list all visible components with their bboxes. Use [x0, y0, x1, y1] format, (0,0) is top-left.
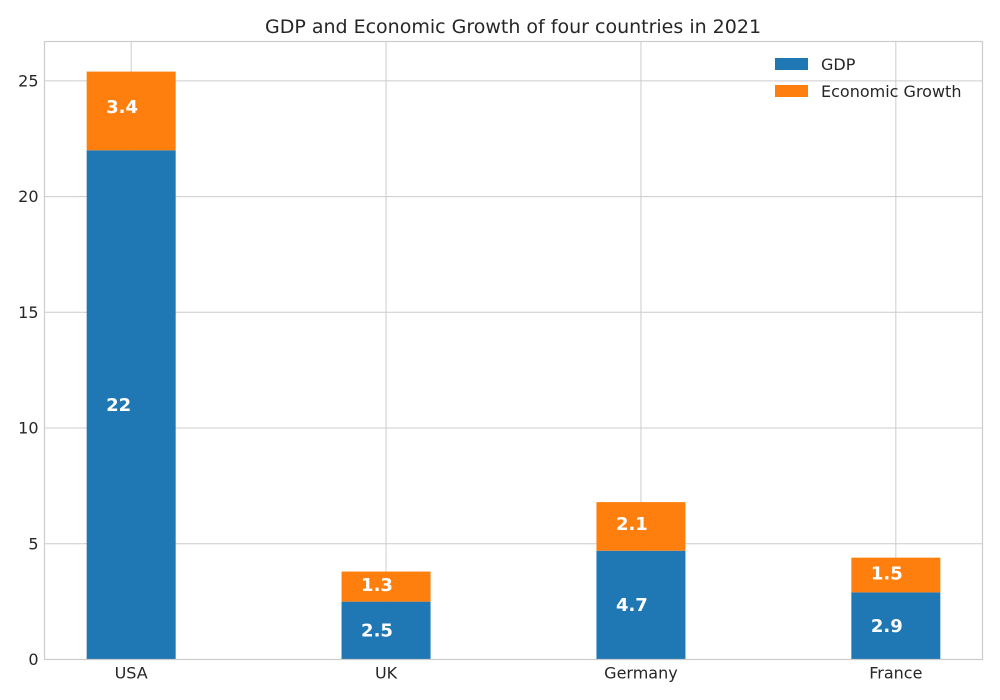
data-label: 2.5 — [361, 621, 393, 642]
axes: 0 5 10 15 20 25 USA UK Germany France — [18, 71, 922, 682]
legend: GDP Economic Growth — [775, 55, 961, 101]
bar-gdp-usa — [86, 150, 176, 660]
grid-lines — [44, 41, 983, 660]
data-label: 1.5 — [871, 563, 903, 584]
plot-frame — [43, 40, 984, 661]
data-labels: 22 3.4 2.5 1.3 4.7 2.1 2.9 1.5 — [106, 97, 903, 642]
bar-economic-growth-usa — [86, 71, 176, 151]
chart-title: GDP and Economic Growth of four countrie… — [265, 16, 761, 38]
y-tick-label: 5 — [28, 534, 38, 553]
bar-gdp-france — [851, 592, 941, 660]
bar-gdp-germany — [596, 550, 686, 660]
data-label: 2.9 — [871, 616, 903, 637]
data-label: 3.4 — [106, 97, 138, 118]
y-tick-label: 25 — [18, 71, 38, 90]
x-tick-label: UK — [375, 664, 398, 683]
x-tick-label: France — [869, 664, 922, 683]
y-tick-label: 10 — [18, 419, 38, 438]
data-label: 2.1 — [616, 514, 648, 535]
bars — [86, 71, 941, 660]
legend-swatch — [775, 58, 808, 70]
data-label: 22 — [106, 395, 131, 416]
legend-label: GDP — [821, 55, 856, 74]
x-tick-label: USA — [115, 664, 148, 683]
legend-label: Economic Growth — [821, 82, 961, 101]
bar-economic-growth-uk — [341, 571, 431, 602]
data-label: 4.7 — [616, 595, 648, 616]
bar-economic-growth-germany — [596, 502, 686, 551]
bar-gdp-uk — [341, 601, 431, 660]
y-tick-label: 15 — [18, 303, 38, 322]
x-tick-label: Germany — [604, 664, 678, 683]
y-tick-label: 0 — [28, 650, 38, 669]
y-tick-label: 20 — [18, 187, 38, 206]
bar-economic-growth-france — [851, 557, 941, 593]
data-label: 1.3 — [361, 575, 393, 596]
legend-swatch — [775, 85, 808, 97]
